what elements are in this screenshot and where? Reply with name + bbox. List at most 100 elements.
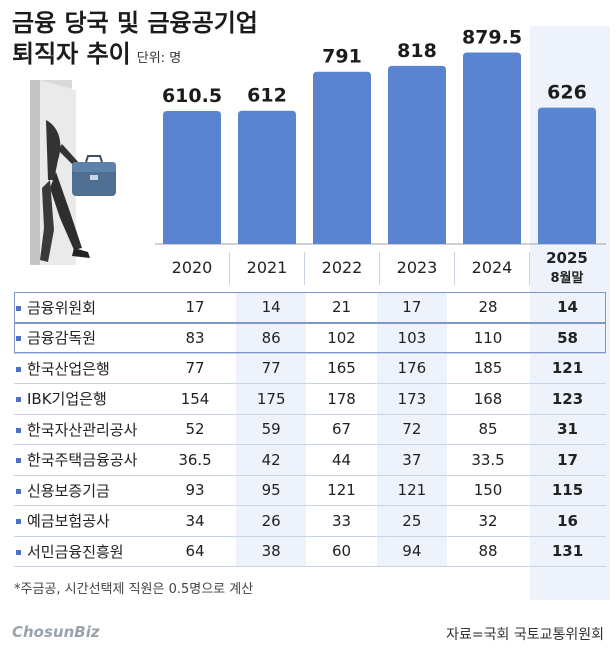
- category-label-2022: 2022: [322, 258, 363, 277]
- value-cell-2025: 121: [551, 359, 584, 378]
- value-cell-2025: 123: [551, 389, 584, 408]
- row-name-cell: 금융위원회: [14, 292, 154, 323]
- value-label-2023: 818: [397, 40, 437, 62]
- data-table: 금융위원회 17 14 21 17 28 14 금융감독원 83 86 102 103 110 58 한국산…: [14, 292, 606, 567]
- bullet-square-icon: [16, 305, 21, 311]
- value-cell-2022: 21: [331, 298, 352, 316]
- value-cell-2025: 16: [557, 511, 578, 530]
- value-cell-2021: 42: [236, 444, 307, 475]
- value-label-2022: 791: [322, 46, 362, 68]
- bullet-square-icon: [16, 488, 21, 494]
- value-cell-2024: 88: [478, 542, 498, 561]
- unit-label: 단위: 명: [136, 51, 182, 66]
- value-cell-2023: 173: [376, 383, 448, 414]
- value-cell-2022: 44: [331, 450, 352, 469]
- title-line-2: 퇴직자 추이: [12, 40, 131, 68]
- value-cell-2020: 77: [185, 359, 205, 378]
- value-cell-2025: 58: [557, 328, 578, 347]
- row-name-cell: 한국주택금융공사: [14, 445, 154, 476]
- bar-2022: [313, 71, 371, 244]
- value-cell-2021: 95: [236, 475, 307, 506]
- row-name-cell: IBK기업은행: [14, 384, 154, 415]
- value-cell-2022: 165: [327, 359, 356, 378]
- footnote: *주금공, 시간선택제 직원은 0.5명으로 계산: [14, 582, 254, 597]
- row-name: 금융감독원: [27, 329, 97, 348]
- title-line-1: 금융 당국 및 금융공기업: [12, 9, 258, 37]
- table-row: 한국주택금융공사 36.5 42 44 37 33.5 17: [14, 444, 606, 476]
- row-name: IBK기업은행: [27, 390, 107, 409]
- bullet-square-icon: [16, 397, 21, 403]
- table-row: 서민금융진흥원 64 38 60 94 88 131: [14, 536, 606, 567]
- bar-2021: [238, 110, 296, 244]
- category-label-2025: 2025: [546, 249, 588, 267]
- value-cell-2021: 175: [236, 383, 307, 414]
- chosunbiz-logo: ChosunBiz: [12, 623, 100, 641]
- bar-chart: 610.5 2020 612 2021 791 2022 818 2023 879.5 2024 6…: [155, 26, 606, 286]
- row-name-cell: 한국자산관리공사: [14, 414, 154, 445]
- value-cell-2020: 93: [185, 481, 205, 500]
- value-label-2020: 610.5: [162, 85, 222, 107]
- value-cell-2021: 14: [236, 292, 307, 323]
- row-name-cell: 서민금융진흥원: [14, 536, 154, 567]
- row-name-cell: 한국산업은행: [14, 353, 154, 384]
- value-cell-2023: 37: [376, 444, 448, 475]
- table-row: 예금보험공사 34 26 33 25 32 16: [14, 505, 606, 537]
- row-name: 한국주택금융공사: [27, 451, 138, 470]
- value-cell-2022: 60: [331, 542, 352, 561]
- value-cell-2023: 72: [376, 414, 448, 445]
- value-cell-2025: 115: [551, 481, 584, 500]
- value-cell-2021: 38: [236, 536, 307, 567]
- row-name: 한국산업은행: [27, 359, 110, 378]
- value-cell-2020: 64: [185, 542, 205, 561]
- table-row: 신용보증기금 93 95 121 121 150 115: [14, 475, 606, 506]
- chart-title: 금융 당국 및 금융공기업 퇴직자 추이 단위: 명: [12, 8, 258, 74]
- value-cell-2021: 86: [236, 322, 307, 353]
- value-label-2024: 879.5: [462, 26, 522, 48]
- row-name: 금융위원회: [27, 298, 97, 317]
- bullet-square-icon: [16, 336, 21, 342]
- bar-2023: [388, 65, 446, 244]
- value-label-2025: 626: [547, 82, 587, 104]
- row-name: 한국자산관리공사: [27, 420, 138, 439]
- value-cell-2021: 77: [236, 353, 307, 384]
- bullet-square-icon: [16, 427, 21, 433]
- category-label-2023: 2023: [397, 258, 438, 277]
- value-cell-2022: 178: [327, 389, 356, 408]
- value-cell-2022: 102: [327, 328, 356, 347]
- category-label-2020: 2020: [172, 258, 213, 277]
- value-cell-2024: 168: [473, 389, 503, 408]
- value-cell-2022: 67: [331, 420, 352, 439]
- value-label-2021: 612: [247, 85, 287, 107]
- value-cell-2025: 17: [557, 450, 578, 469]
- table-row: 금융위원회 17 14 21 17 28 14: [14, 292, 606, 323]
- category-label-2024: 2024: [472, 258, 513, 277]
- source-credit: 자료=국회 국토교통위원회: [446, 627, 604, 643]
- bullet-square-icon: [16, 519, 21, 525]
- value-cell-2024: 32: [478, 511, 498, 530]
- category-label-2021: 2021: [247, 258, 288, 277]
- row-name-cell: 신용보증기금: [14, 475, 154, 506]
- value-cell-2023: 17: [376, 292, 448, 323]
- value-cell-2022: 121: [327, 481, 356, 500]
- row-name: 예금보험공사: [27, 512, 110, 531]
- value-cell-2025: 131: [551, 542, 584, 561]
- row-name-cell: 금융감독원: [14, 323, 154, 354]
- value-cell-2020: 36.5: [178, 450, 212, 469]
- value-cell-2024: 28: [478, 298, 498, 316]
- exiting-worker-illustration: [30, 80, 116, 265]
- bar-2024: [463, 52, 521, 244]
- category-sublabel-2025: 8월말: [551, 270, 584, 286]
- value-cell-2024: 110: [473, 328, 503, 347]
- bullet-square-icon: [16, 549, 21, 555]
- bullet-square-icon: [16, 458, 21, 464]
- row-name: 신용보증기금: [27, 481, 110, 500]
- value-cell-2020: 17: [185, 298, 205, 316]
- value-cell-2023: 25: [376, 505, 448, 536]
- row-name: 서민금융진흥원: [27, 542, 124, 561]
- bullet-square-icon: [16, 366, 21, 372]
- row-name-cell: 예금보험공사: [14, 506, 154, 537]
- value-cell-2021: 59: [236, 414, 307, 445]
- value-cell-2024: 150: [473, 481, 503, 500]
- value-cell-2024: 185: [473, 359, 503, 378]
- value-cell-2024: 85: [478, 420, 498, 439]
